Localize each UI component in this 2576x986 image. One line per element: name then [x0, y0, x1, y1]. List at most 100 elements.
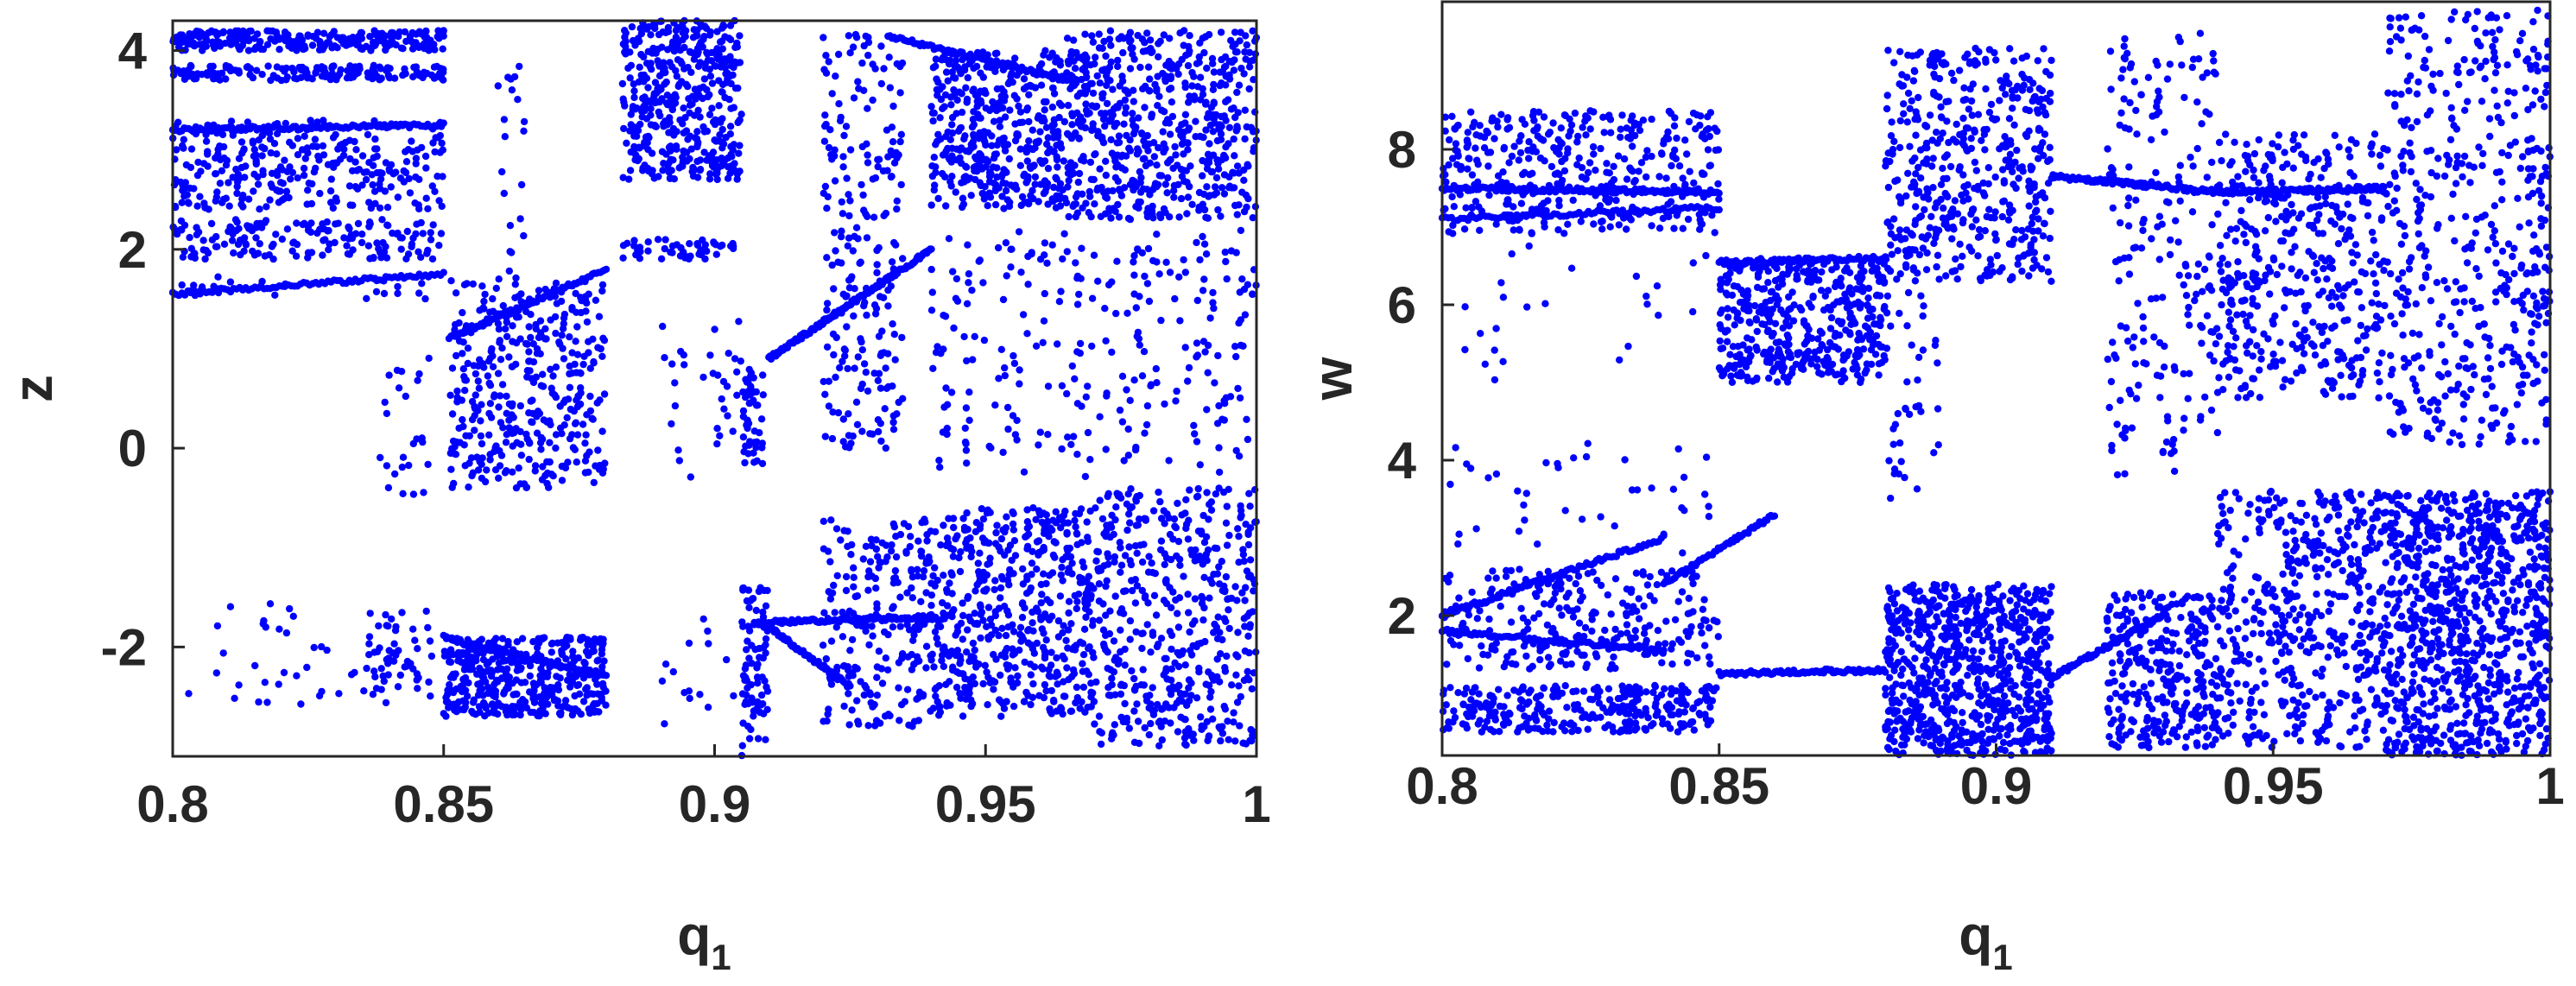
scatter-point: [863, 234, 871, 242]
scatter-point: [210, 73, 218, 81]
scatter-point: [896, 717, 903, 724]
scatter-point: [1203, 64, 1211, 73]
scatter-point: [1212, 174, 1221, 182]
scatter-point: [572, 338, 579, 345]
scatter-point: [581, 469, 590, 477]
scatter-point: [760, 643, 768, 652]
scatter-point: [1142, 692, 1150, 700]
scatter-point: [636, 255, 644, 262]
scatter-point: [1193, 296, 1202, 305]
scatter-point: [568, 349, 576, 357]
scatter-point: [1200, 205, 1209, 214]
scatter-point: [704, 627, 712, 635]
scatter-point: [997, 594, 1004, 602]
scatter-point: [852, 34, 861, 41]
scatter-point: [187, 244, 195, 252]
scatter-point: [246, 71, 254, 79]
scatter-point: [1107, 214, 1115, 222]
scatter-point: [1104, 281, 1113, 289]
scatter-point: [344, 250, 352, 258]
scatter-point: [1132, 304, 1141, 312]
scatter-point: [759, 613, 768, 621]
scatter-point: [468, 397, 477, 406]
scatter-point: [1242, 32, 1250, 40]
scatter-point: [1043, 259, 1051, 267]
scatter-point: [1181, 344, 1189, 351]
scatter-point: [1064, 57, 1073, 66]
scatter-point: [275, 680, 282, 688]
scatter-point: [334, 219, 342, 227]
scatter-point: [1127, 36, 1135, 44]
scatter-point: [226, 603, 235, 610]
scatter-point: [845, 191, 852, 199]
scatter-point: [649, 49, 656, 57]
scatter-point: [627, 61, 636, 70]
scatter-point: [1222, 257, 1230, 266]
scatter-point: [630, 149, 638, 156]
scatter-point: [383, 622, 390, 629]
scatter-point: [560, 314, 568, 322]
scatter-point: [947, 569, 955, 577]
scatter-point: [1054, 340, 1061, 348]
scatter-point: [552, 329, 560, 338]
scatter-point: [825, 377, 832, 385]
scatter-point: [977, 634, 984, 642]
scatter-point: [381, 398, 389, 407]
scatter-point: [1200, 275, 1208, 283]
scatter-point: [1163, 189, 1171, 197]
scatter-point: [680, 689, 688, 697]
scatter-point: [419, 438, 427, 446]
scatter-point: [494, 666, 502, 673]
scatter-point: [1103, 99, 1111, 108]
scatter-point: [1159, 128, 1167, 136]
scatter-point: [700, 22, 709, 30]
scatter-point: [850, 564, 858, 572]
scatter-point: [488, 344, 496, 353]
scatter-point: [508, 402, 516, 410]
scatter-point: [1192, 133, 1199, 141]
scatter-point: [835, 100, 843, 108]
scatter-point: [619, 174, 627, 181]
scatter-point: [1073, 540, 1081, 548]
scatter-point: [376, 644, 383, 652]
scatter-point: [186, 184, 194, 193]
scatter-point: [1047, 648, 1055, 656]
scatter-point: [496, 338, 503, 346]
scatter-point: [1181, 79, 1189, 87]
scatter-point: [273, 130, 282, 138]
scatter-point: [1228, 184, 1236, 192]
scatter-point: [867, 698, 875, 707]
scatter-point: [745, 399, 753, 408]
scatter-point: [967, 141, 975, 149]
scatter-point: [369, 38, 377, 47]
scatter-point: [358, 238, 366, 247]
scatter-point: [972, 659, 979, 667]
scatter-point: [622, 50, 630, 58]
scatter-point: [1247, 123, 1256, 131]
scatter-point: [961, 684, 969, 692]
scatter-point: [1238, 589, 1246, 597]
scatter-point: [264, 62, 272, 70]
scatter-point: [1243, 41, 1251, 49]
scatter-point: [865, 641, 873, 649]
scatter-point: [729, 71, 737, 79]
scatter-point: [1183, 210, 1191, 218]
scatter-point: [828, 90, 836, 98]
scatter-point: [520, 127, 528, 135]
scatter-point: [333, 34, 342, 41]
scatter-point: [303, 200, 311, 208]
scatter-point: [1067, 673, 1076, 680]
scatter-point: [1174, 161, 1181, 169]
scatter-point: [240, 31, 248, 40]
scatter-point: [553, 300, 561, 307]
scatter-point: [204, 162, 212, 170]
scatter-point: [547, 365, 554, 373]
scatter-point: [923, 537, 931, 545]
scatter-point: [478, 460, 485, 468]
scatter-point: [974, 559, 983, 567]
scatter-point: [269, 183, 276, 191]
scatter-point: [1218, 730, 1227, 737]
scatter-point: [1039, 338, 1047, 346]
scatter-point: [945, 154, 953, 162]
scatter-point: [1053, 668, 1061, 676]
